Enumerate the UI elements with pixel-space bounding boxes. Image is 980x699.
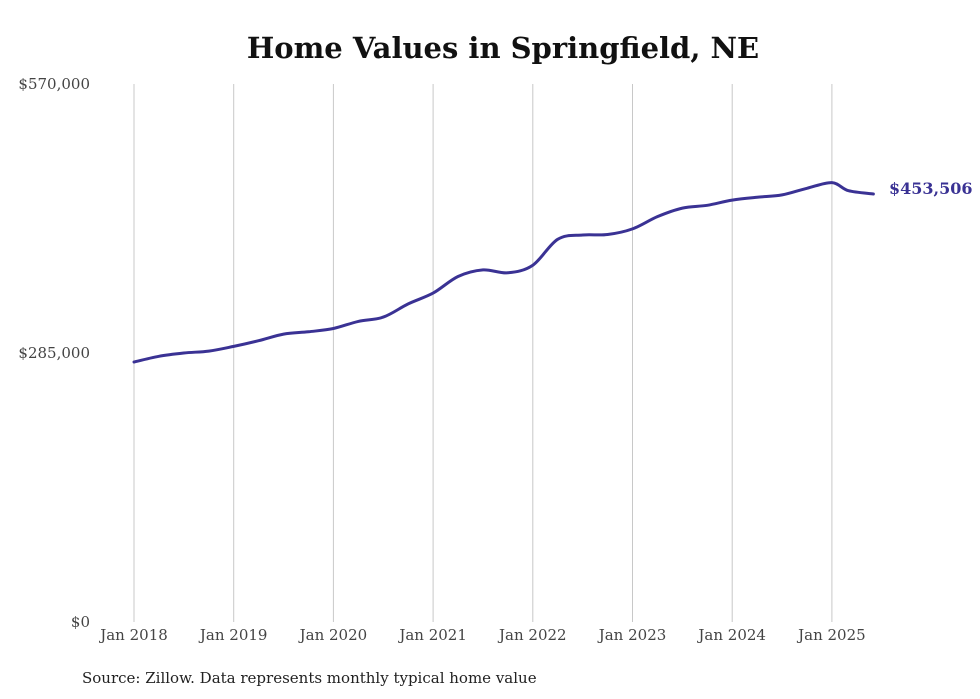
- x-tick-label: Jan 2020: [298, 626, 368, 644]
- x-tick-label: Jan 2025: [796, 626, 866, 644]
- home-value-line: [132, 181, 875, 364]
- x-axis-ticks: Jan 2018 Jan 2019 Jan 2020 Jan 2021 Jan 2022…: [98, 626, 865, 644]
- y-tick-label: $285,000: [18, 344, 90, 362]
- gridlines: [133, 84, 833, 622]
- source-note: Source: Zillow. Data represents monthly …: [82, 669, 537, 687]
- y-axis-ticks: $0 $285,000 $570,000: [18, 75, 90, 631]
- x-tick-label: Jan 2023: [597, 626, 667, 644]
- x-tick-label: Jan 2019: [198, 626, 268, 644]
- y-tick-label: $570,000: [18, 75, 90, 93]
- latest-value-label: $453,506: [889, 179, 973, 198]
- y-tick-label: $0: [71, 613, 90, 631]
- chart-title: Home Values in Springfield, NE: [247, 31, 759, 65]
- x-tick-label: Jan 2024: [696, 626, 766, 644]
- x-tick-label: Jan 2021: [397, 626, 467, 644]
- x-tick-label: Jan 2022: [497, 626, 567, 644]
- x-tick-label: Jan 2018: [98, 626, 168, 644]
